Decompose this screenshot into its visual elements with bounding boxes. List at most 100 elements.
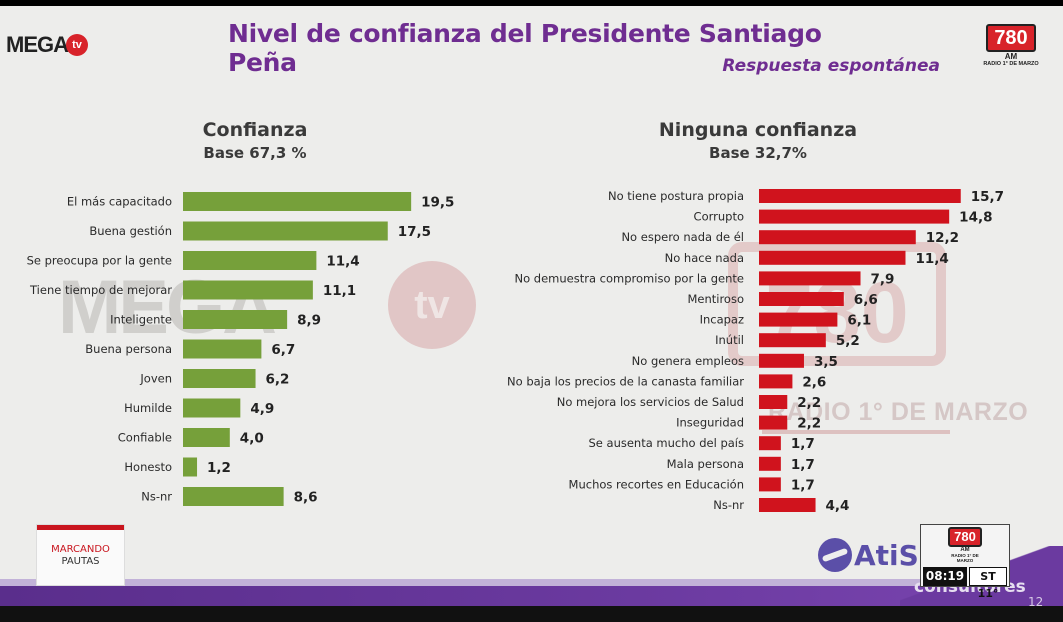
confianza-heading: Confianza Base 67,3 % — [150, 118, 360, 164]
clock-row: 08:19 ST 11° — [921, 567, 1009, 600]
ninguna-category-label: No baja los precios de la canasta famili… — [507, 374, 744, 388]
confianza-value-label: 8,9 — [297, 313, 321, 329]
confianza-title: Confianza — [202, 119, 308, 141]
confianza-bar — [183, 487, 284, 506]
confianza-value-label: 11,4 — [326, 254, 359, 270]
ninguna-title: Ninguna confianza — [658, 119, 858, 141]
confianza-category-label: Ns-nr — [141, 490, 172, 504]
confianza-bar — [183, 280, 313, 300]
tv-watermark: tv — [388, 261, 476, 349]
ninguna-category-label: Inseguridad — [676, 416, 744, 430]
clock-station-am: AM — [960, 547, 970, 553]
ninguna-bar — [759, 250, 906, 265]
ninguna-value-label: 2,2 — [797, 416, 821, 432]
confianza-category-label: Inteligente — [110, 313, 172, 327]
confianza-category-label: Humilde — [124, 401, 172, 415]
watermark-underline — [762, 430, 950, 434]
clock-station-logo: 780 AM RADIO 1° DE MARZO — [945, 527, 985, 563]
ninguna-category-label: Ns-nr — [713, 498, 744, 512]
ninguna-value-label: 1,7 — [791, 477, 815, 493]
ninguna-value-label: 5,2 — [836, 333, 860, 349]
program-logo-bar — [37, 525, 124, 530]
confianza-bar — [183, 251, 317, 270]
atis-logo: AtiS — [818, 538, 919, 578]
ninguna-bar — [759, 477, 781, 492]
mega-watermark: MEGA — [58, 265, 277, 350]
ninguna-value-label: 1,7 — [791, 436, 815, 452]
ninguna-category-label: Mentiroso — [687, 292, 744, 306]
confianza-category-label: Honesto — [124, 460, 172, 474]
ninguna-bar — [759, 395, 788, 409]
footer-lavender-band — [0, 579, 1063, 586]
bottom-border — [0, 606, 1063, 622]
ninguna-value-label: 15,7 — [971, 189, 1004, 205]
ninguna-category-label: Se ausenta mucho del país — [589, 436, 745, 450]
confianza-value-label: 8,6 — [294, 490, 318, 506]
program-logo: MARCANDO PAUTAS — [36, 524, 125, 586]
ninguna-bar — [759, 230, 916, 245]
program-name-line2: PAUTAS — [61, 556, 100, 567]
ninguna-category-label: No espero nada de él — [621, 230, 744, 244]
station-am: AM — [1004, 52, 1018, 61]
confianza-bar — [183, 369, 256, 388]
ninguna-category-label: No tiene postura propia — [608, 189, 744, 203]
confianza-bar — [183, 428, 230, 447]
ninguna-bar — [759, 292, 844, 306]
ninguna-category-label: Mala persona — [667, 457, 744, 471]
ninguna-value-label: 2,6 — [802, 374, 826, 390]
confianza-value-label: 6,2 — [266, 372, 290, 388]
station-clock-box: 780 AM RADIO 1° DE MARZO 08:19 ST 11° — [920, 524, 1010, 600]
station-number: 780 — [986, 24, 1036, 52]
confianza-value-label: 17,5 — [398, 224, 431, 240]
clock-station-name: RADIO 1° DE MARZO — [951, 553, 979, 563]
ninguna-value-label: 12,2 — [926, 230, 959, 246]
confianza-bar — [183, 221, 388, 241]
confianza-value-label: 4,0 — [240, 431, 264, 447]
confianza-category-label: El más capacitado — [67, 195, 172, 209]
ninguna-value-label: 1,7 — [791, 457, 815, 473]
ninguna-bar — [759, 209, 950, 224]
ninguna-bar — [759, 271, 861, 286]
page-subtitle: Respuesta espontánea — [722, 56, 940, 76]
mega-tv-logo: MEGA tv — [6, 32, 88, 62]
mega-logo-text: MEGA — [6, 32, 69, 57]
atis-brand-text: AtiS — [854, 538, 919, 572]
top-border — [0, 0, 1063, 6]
confianza-bar — [183, 457, 198, 477]
confianza-bar — [183, 192, 412, 211]
ninguna-bar — [759, 374, 793, 389]
confianza-category-label: Tiene tiempo de mejorar — [29, 283, 172, 297]
ninguna-category-label: Incapaz — [700, 313, 744, 327]
ninguna-bar — [759, 312, 838, 327]
ninguna-bar — [759, 353, 804, 368]
ninguna-bar — [759, 189, 961, 203]
ninguna-base: Base 32,7% — [709, 144, 807, 162]
ninguna-category-label: No mejora los servicios de Salud — [557, 395, 744, 409]
station-name-watermark: RADIO 1° DE MARZO — [768, 398, 1029, 426]
page-number: 12 — [1028, 595, 1044, 606]
footer-purple-band — [0, 586, 1063, 606]
ninguna-category-label: Inútil — [715, 333, 744, 347]
bar-charts: El más capacitado 19,5 Buena gestión 17,5 Se… — [27, 189, 1004, 514]
ninguna-value-label: 3,5 — [814, 354, 838, 370]
ninguna-category-label: No demuestra compromiso por la gente — [515, 271, 744, 285]
confianza-value-label: 6,7 — [271, 342, 295, 358]
confianza-bar — [183, 339, 262, 359]
ninguna-bar — [759, 498, 816, 512]
atis-wave-icon — [818, 538, 852, 572]
clock-temperature: ST 11° — [969, 567, 1007, 600]
slide-screen: MEGA tv Nivel de confianza del Presidente… — [0, 6, 1063, 606]
confianza-category-label: Confiable — [118, 431, 172, 445]
ninguna-value-label: 7,9 — [871, 271, 895, 287]
confianza-value-label: 19,5 — [421, 195, 454, 211]
station-logo: 780 AM RADIO 1° DE MARZO — [980, 24, 1042, 68]
ninguna-category-label: No genera empleos — [632, 354, 744, 368]
confianza-value-label: 11,1 — [323, 283, 356, 299]
ninguna-value-label: 6,6 — [854, 292, 878, 308]
clock-station-number: 780 — [948, 527, 982, 547]
ninguna-bar — [759, 415, 788, 430]
ninguna-value-label: 14,8 — [959, 210, 992, 226]
ninguna-value-label: 6,1 — [847, 313, 871, 329]
ninguna-category-label: Muchos recortes en Educación — [569, 477, 744, 491]
ninguna-category-label: No hace nada — [665, 251, 744, 265]
